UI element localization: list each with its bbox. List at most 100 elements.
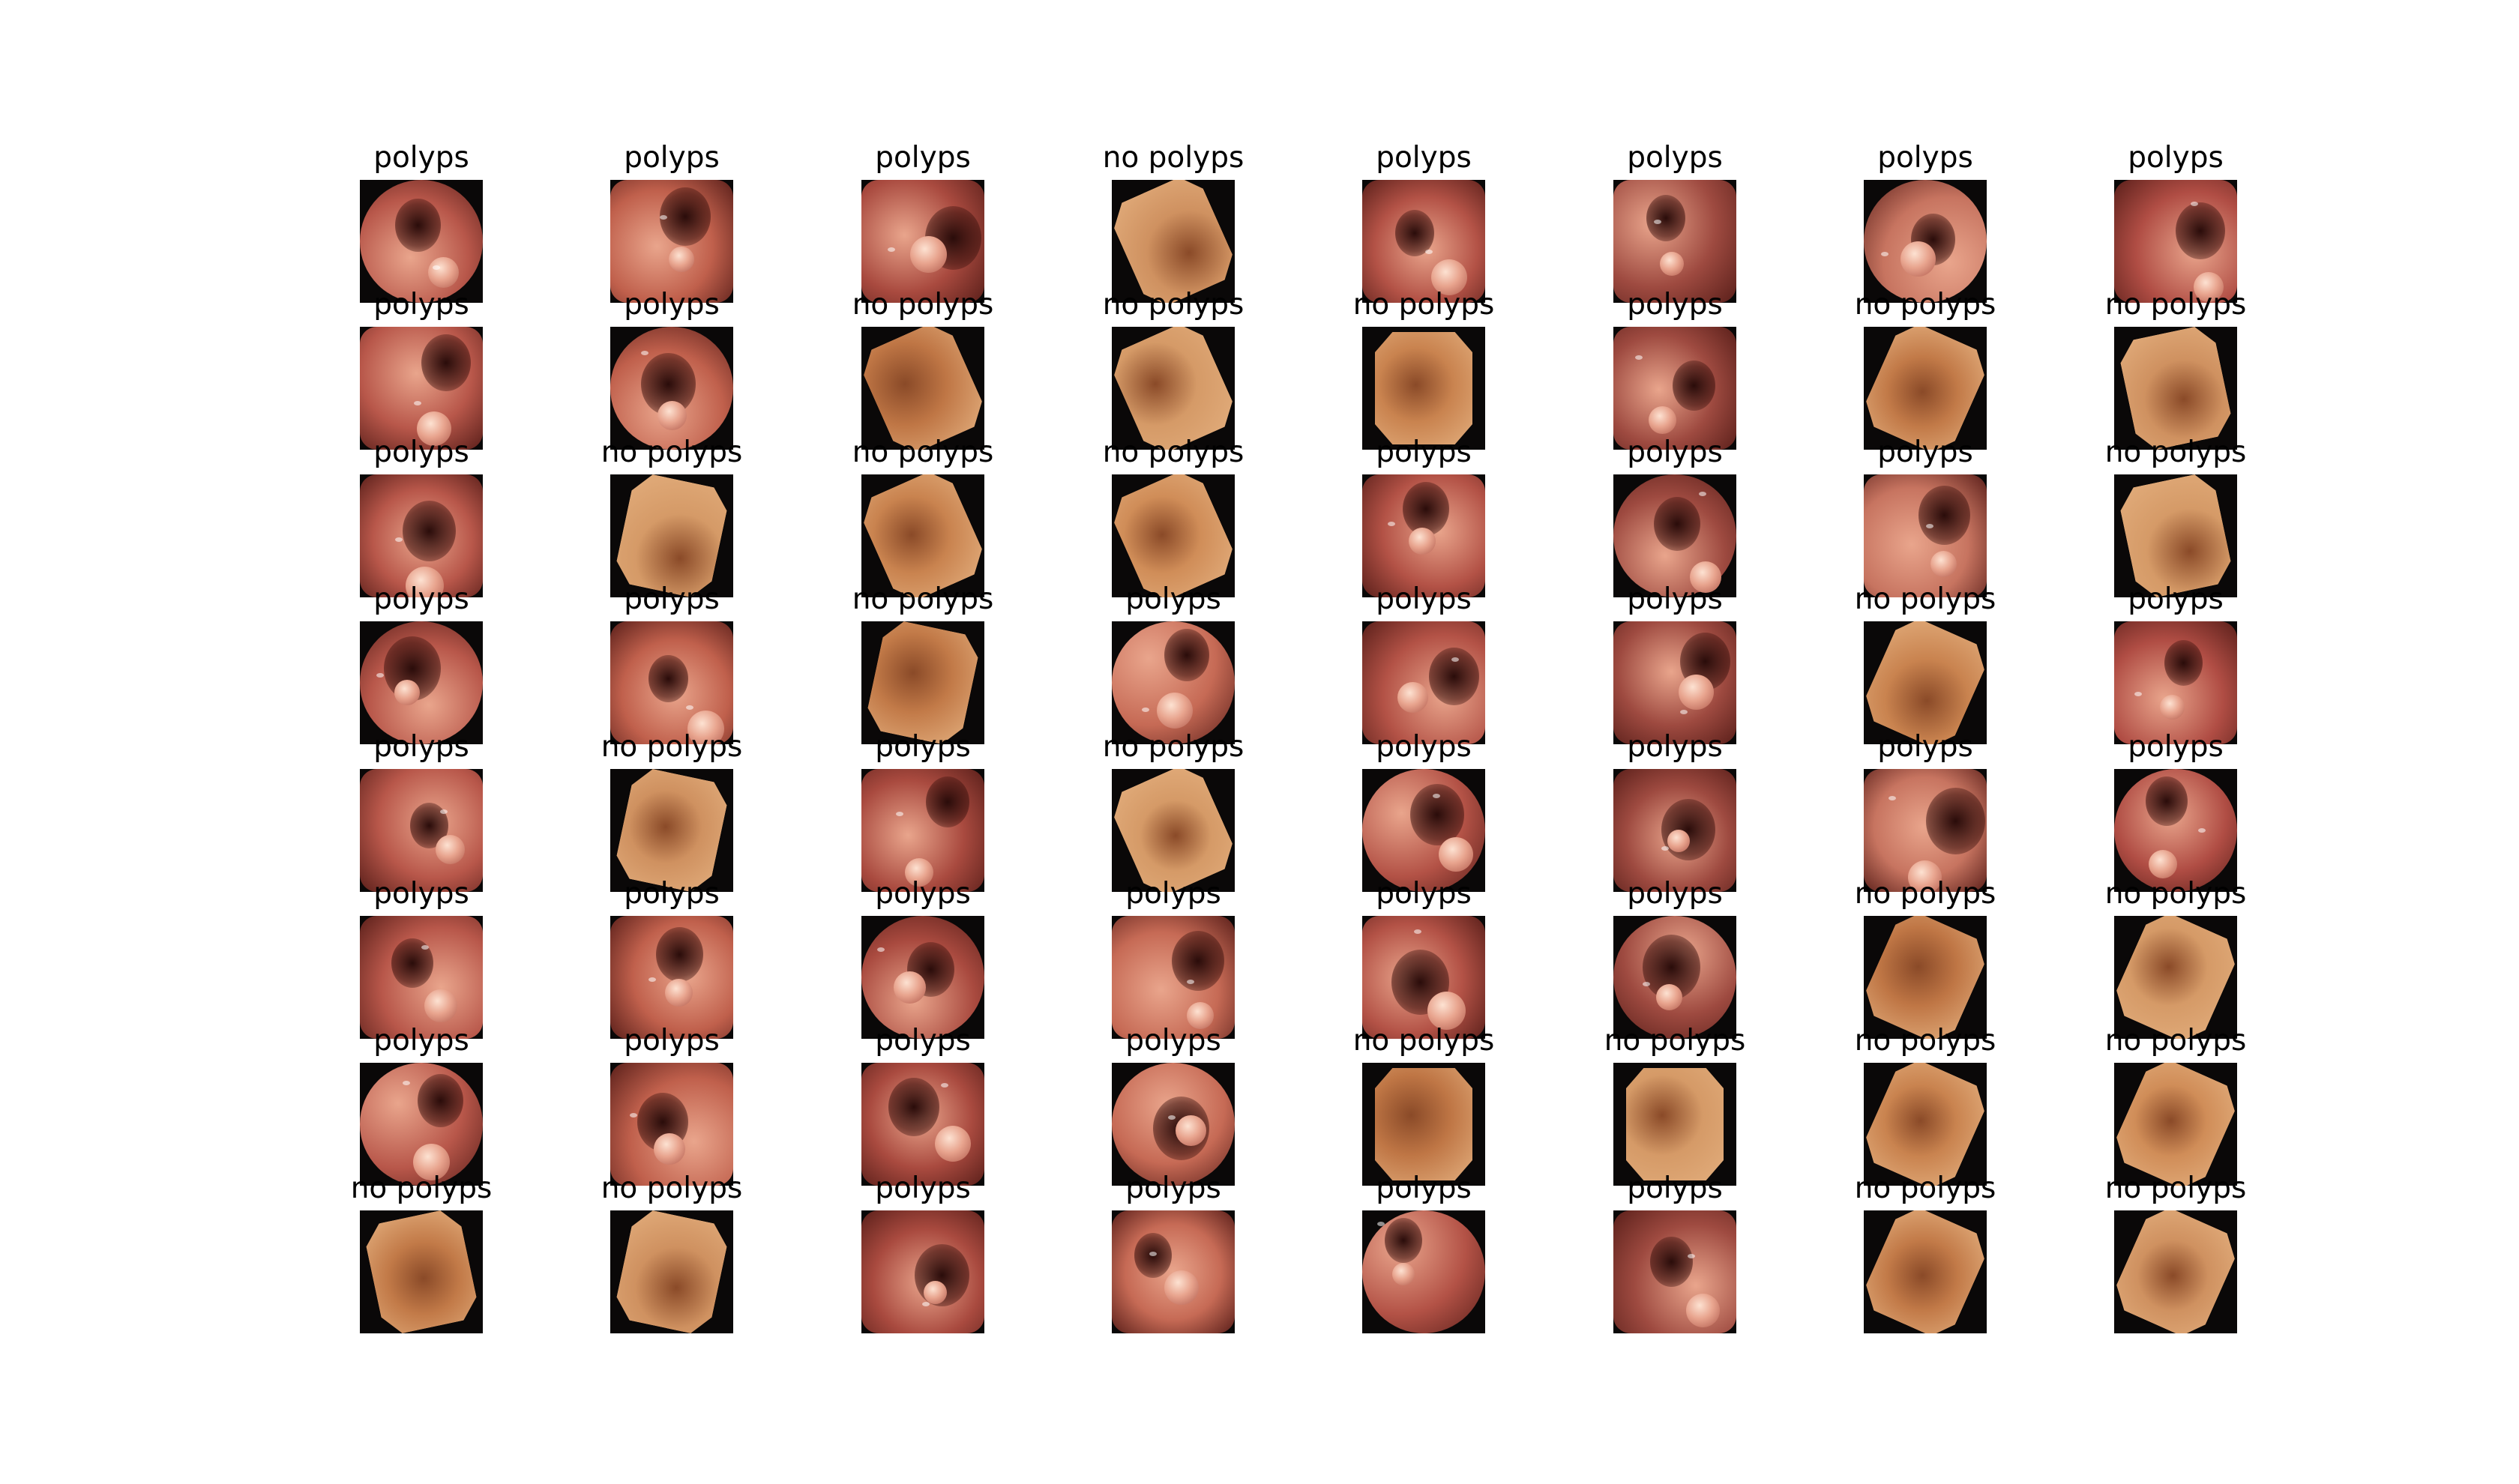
cell-label: polyps [2128,141,2224,175]
specular-highlight [1451,657,1459,662]
cell-label: polyps [1376,582,1472,616]
grid-cell: polyps [610,877,733,1039]
lumen-shadow [403,501,456,561]
endoscopy-thumbnail [1613,916,1736,1039]
grid-cell: no polyps [2105,877,2246,1039]
specular-highlight [1661,846,1669,851]
polyp-lesion [1164,1270,1199,1305]
endoscopy-thumbnail [610,1210,733,1333]
lumen-shadow [888,1078,939,1136]
lumen-shadow [1164,629,1209,681]
endoscopy-thumbnail [861,327,984,450]
specular-highlight [433,265,440,270]
polyp-lesion [413,1144,450,1180]
specular-highlight [1881,252,1889,256]
polyp-lesion [1908,860,1942,892]
lumen-shadow [1395,210,1434,256]
polyp-lesion [1409,528,1436,555]
grid-cell: no polyps [1604,1024,1745,1186]
grid-cell: polyps [1613,582,1736,744]
mucosa-region [861,474,984,597]
specular-highlight [1149,1252,1157,1256]
mucosa-region [861,327,984,450]
cell-label: polyps [1627,877,1723,911]
cell-label: no polyps [1854,877,1996,911]
lumen-shadow [1646,195,1685,241]
cell-label: no polyps [1352,1024,1495,1058]
polyp-lesion [924,1281,947,1304]
cell-label: polyps [875,877,971,911]
endoscopy-thumbnail [1362,1210,1485,1333]
grid-cell: no polyps [1855,1171,1996,1333]
grid-cell: no polyps [1855,582,1996,744]
lumen-shadow [2176,202,2225,259]
endoscopy-thumbnail [1112,1210,1235,1333]
cell-label: no polyps [1352,288,1495,322]
mucosa-region [613,1210,731,1333]
grid-cell: no polyps [601,1171,742,1333]
cell-label: no polyps [1604,1024,1746,1058]
mucosa-region [1112,327,1235,450]
grid-cell: polyps [1613,1171,1736,1333]
grid-cell: polyps [861,730,984,892]
specular-highlight [648,977,656,982]
endoscopy-thumbnail [861,1063,984,1186]
endoscopy-thumbnail [1362,621,1485,744]
polyp-lesion [657,401,687,430]
lumen-shadow [1926,788,1985,854]
cell-label: polyps [1376,1171,1472,1205]
specular-highlight [1699,492,1706,496]
specular-highlight [1889,796,1896,800]
endoscopy-thumbnail [610,916,733,1039]
mucosa-region [1375,1068,1472,1180]
cell-label: no polyps [852,288,994,322]
cell-label: polyps [373,141,469,175]
cell-label: no polyps [601,730,743,764]
cell-label: no polyps [1854,288,1996,322]
cell-label: polyps [1125,1024,1221,1058]
grid-cell: no polyps [601,730,742,892]
cell-label: polyps [2128,730,2224,764]
polyp-lesion [1431,259,1467,295]
mucosa-region [1112,180,1235,303]
grid-cell: polyps [1112,1171,1235,1333]
cell-label: no polyps [1102,435,1245,469]
lumen-shadow [1650,1237,1693,1287]
cell-label: no polyps [350,1171,493,1205]
polyp-lesion [1157,693,1193,729]
cell-label: no polyps [1102,730,1245,764]
grid-cell: polyps [1362,1171,1485,1333]
mucosa-region [613,769,731,892]
endoscopy-thumbnail [1112,769,1235,892]
cell-label: polyps [1376,877,1472,911]
endoscopy-thumbnail [1112,180,1235,303]
endoscopy-thumbnail [2114,1210,2237,1333]
endoscopy-thumbnail [610,621,733,744]
endoscopy-thumbnail [1362,916,1485,1039]
polyp-lesion [654,1133,685,1165]
cell-label: polyps [373,877,469,911]
endoscopy-thumbnail [1362,1063,1485,1186]
mucosa-region [1864,1210,1987,1333]
lumen-shadow [656,927,703,982]
grid-cell: no polyps [1353,288,1494,450]
polyp-lesion [1900,241,1936,277]
cell-label: polyps [373,435,469,469]
specular-highlight [922,1302,930,1306]
polyp-lesion [436,835,465,864]
cell-label: no polyps [2104,1024,2247,1058]
polyp-lesion [424,989,457,1022]
grid-cell: polyps [1362,435,1485,597]
lumen-shadow [1673,361,1715,411]
endoscopy-thumbnail [360,474,483,597]
cell-label: no polyps [601,1171,743,1205]
endoscopy-thumbnail [861,916,984,1039]
cell-label: polyps [1877,730,1973,764]
lumen-shadow [926,776,969,827]
cell-label: no polyps [1102,141,1245,175]
polyp-lesion [2194,272,2224,302]
endoscopy-thumbnail [861,1210,984,1333]
grid-cell: no polyps [1855,877,1996,1039]
grid-cell: no polyps [1353,1024,1494,1186]
endoscopy-thumbnail [1864,1063,1987,1186]
